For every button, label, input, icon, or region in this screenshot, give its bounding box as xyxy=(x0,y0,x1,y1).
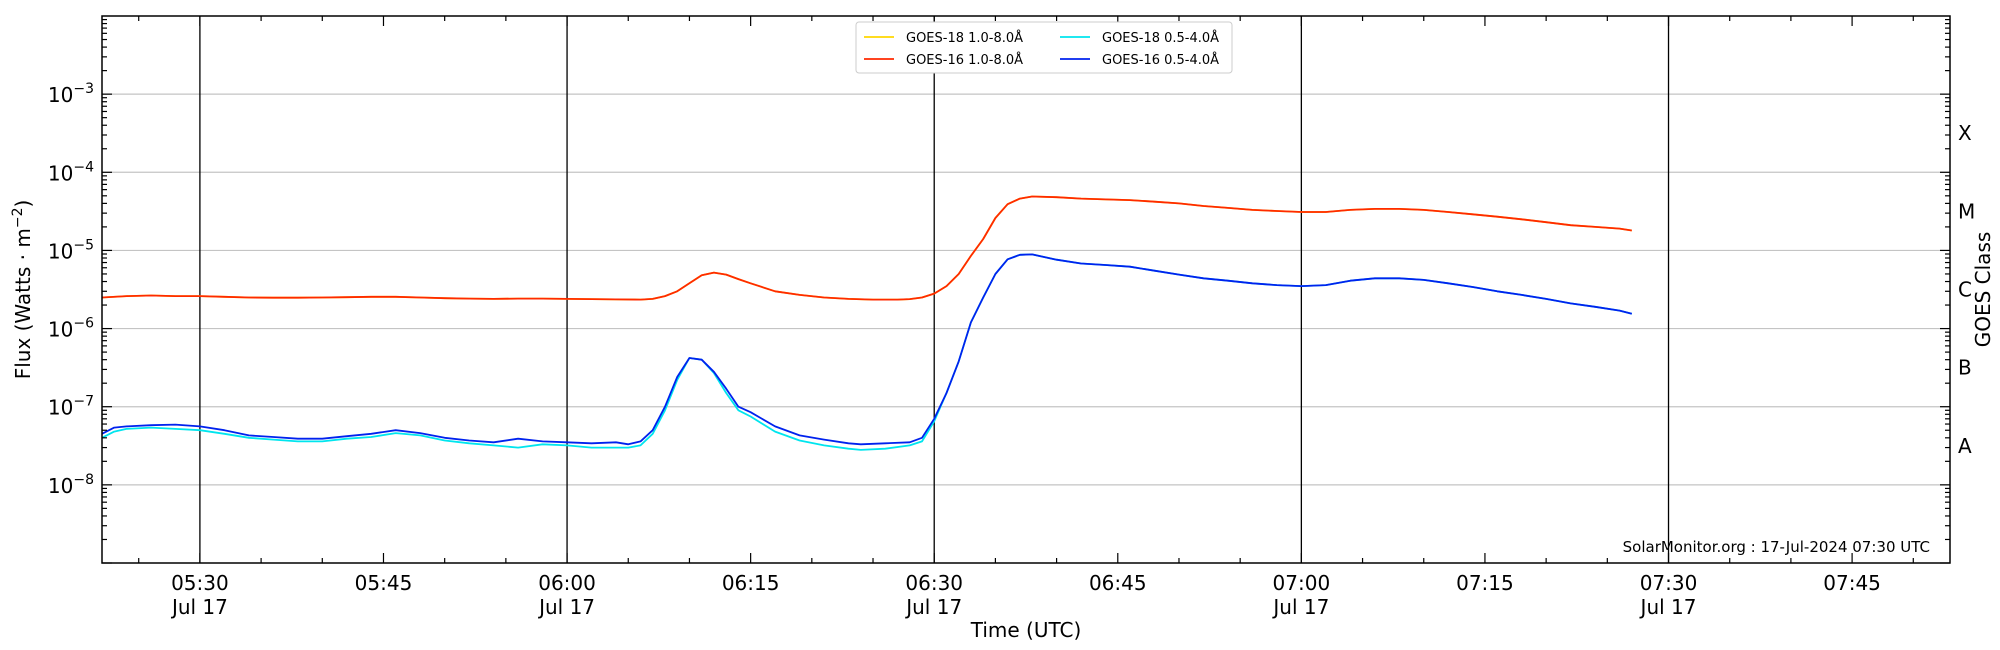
x-tick-label: 05:30 xyxy=(171,571,229,595)
x-tick-label: 06:00 xyxy=(538,571,596,595)
legend-label: GOES-18 0.5-4.0Å xyxy=(1102,30,1219,46)
y-axis-title-superscript: −2 xyxy=(10,208,26,229)
y-tick-base: 10 xyxy=(48,396,73,420)
x-tick-date-label: Jul 17 xyxy=(1271,595,1329,619)
x-tick-label: 07:30 xyxy=(1640,571,1698,595)
series-line xyxy=(101,195,1632,301)
x-tick-label: 07:15 xyxy=(1456,571,1514,595)
x-tick-label: 06:30 xyxy=(905,571,963,595)
y-tick-exponent: −3 xyxy=(73,81,94,97)
x-tick-date-label: Jul 17 xyxy=(904,595,962,619)
y-tick-label: 10−7 xyxy=(48,394,94,420)
y-tick-label: 10−6 xyxy=(48,316,94,342)
y-axis-title-close: ) xyxy=(11,200,35,208)
legend-label: GOES-16 0.5-4.0Å xyxy=(1102,52,1219,68)
series-line xyxy=(101,253,1633,446)
y-tick-exponent: −8 xyxy=(73,472,94,488)
y-tick-label: 10−3 xyxy=(48,81,94,107)
x-tick-date-label: Jul 17 xyxy=(537,595,595,619)
series-layer xyxy=(101,195,1633,451)
y-tick-base: 10 xyxy=(48,83,73,107)
tick-layer xyxy=(102,16,1950,564)
x-tick-label: 06:45 xyxy=(1089,571,1147,595)
x-tick-label: 07:45 xyxy=(1823,571,1881,595)
y-axis-title-main: Flux (Watts · m xyxy=(11,228,35,379)
goes-class-labels: A B C M X xyxy=(1958,121,1975,458)
goes-class-label: M xyxy=(1958,199,1975,223)
y-axis-title: Flux (Watts · m−2) xyxy=(10,200,35,380)
x-tick-date-label: Jul 17 xyxy=(170,595,228,619)
y-tick-label: 10−5 xyxy=(48,237,94,263)
y-tick-label: 10−4 xyxy=(48,159,94,185)
legend-label: GOES-18 1.0-8.0Å xyxy=(906,30,1023,46)
grid-layer xyxy=(102,93,1950,486)
x-axis-title: Time (UTC) xyxy=(970,618,1082,642)
vertical-marker-lines xyxy=(199,16,1670,563)
goes-class-label: A xyxy=(1958,434,1972,458)
x-tick-date-label: Jul 17 xyxy=(1639,595,1697,619)
watermark-text: SolarMonitor.org : 17-Jul-2024 07:30 UTC xyxy=(1623,538,1930,556)
legend-box xyxy=(855,21,1233,74)
y-tick-labels: 10−810−710−610−510−410−3 xyxy=(48,81,94,498)
goes-class-label: X xyxy=(1958,121,1972,145)
goes-class-label: C xyxy=(1958,278,1972,302)
y-tick-base: 10 xyxy=(48,318,73,342)
x-tick-label: 07:00 xyxy=(1273,571,1331,595)
y-tick-label: 10−8 xyxy=(48,472,94,498)
y-tick-exponent: −7 xyxy=(73,394,94,410)
legend: GOES-18 1.0-8.0Å GOES-16 1.0-8.0Å GOES-18 … xyxy=(855,21,1233,74)
y-tick-base: 10 xyxy=(48,239,73,263)
legend-label: GOES-16 1.0-8.0Å xyxy=(906,52,1023,68)
y-tick-base: 10 xyxy=(48,474,73,498)
y-tick-exponent: −5 xyxy=(73,237,94,253)
x-tick-label: 05:45 xyxy=(355,571,413,595)
goes-class-axis-title: GOES Class xyxy=(1971,232,1995,348)
plot-frame xyxy=(101,15,1951,564)
y-tick-base: 10 xyxy=(48,161,73,185)
y-tick-exponent: −4 xyxy=(73,159,94,175)
x-tick-label: 06:15 xyxy=(722,571,780,595)
goes-class-label: B xyxy=(1958,356,1972,380)
y-tick-exponent: −6 xyxy=(73,316,94,332)
